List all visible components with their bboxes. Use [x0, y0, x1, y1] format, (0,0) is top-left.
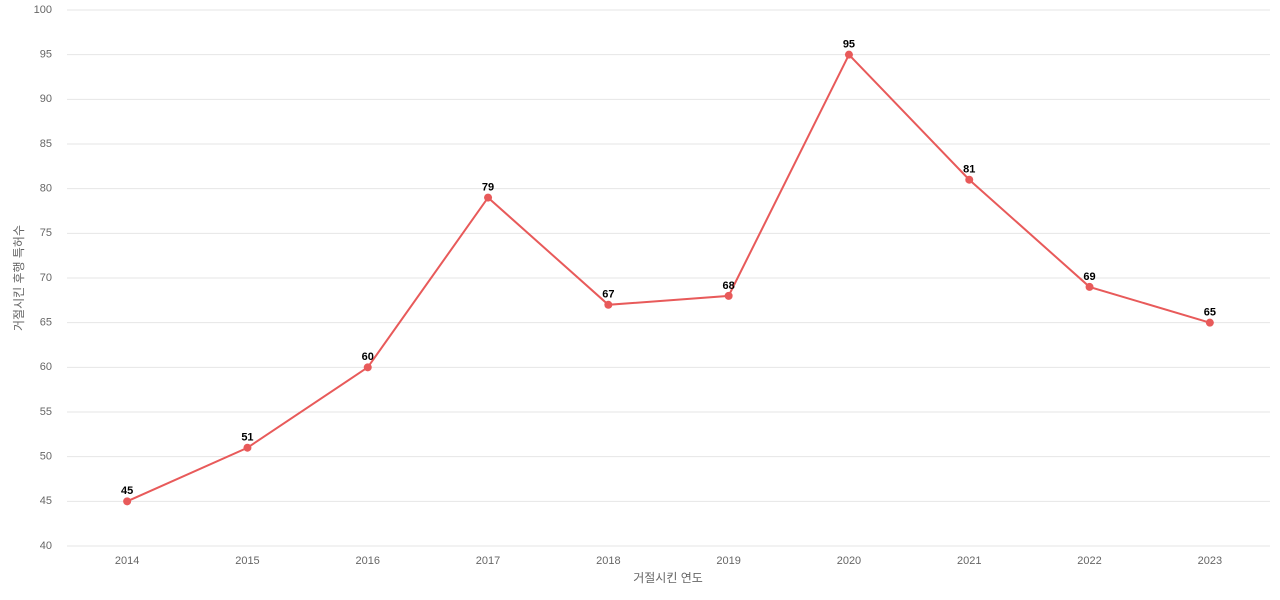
- x-tick-label: 2016: [356, 555, 380, 567]
- point: [844, 50, 853, 59]
- point: [1205, 318, 1214, 327]
- point: [965, 175, 974, 184]
- point: [243, 443, 252, 452]
- y-tick-label: 55: [40, 406, 52, 418]
- data-label: 65: [1204, 307, 1216, 319]
- point: [604, 300, 613, 309]
- data-label: 81: [963, 164, 975, 176]
- point: [1085, 282, 1094, 291]
- point: [724, 291, 733, 300]
- x-tick-label: 2022: [1077, 555, 1101, 567]
- y-tick-label: 50: [40, 451, 52, 463]
- x-tick-label: 2023: [1198, 555, 1222, 567]
- y-tick-label: 85: [40, 138, 52, 150]
- data-label: 67: [602, 289, 614, 301]
- data-label: 95: [843, 39, 855, 51]
- y-tick-label: 60: [40, 361, 52, 373]
- x-tick-label: 2020: [837, 555, 861, 567]
- x-tick-label: 2015: [235, 555, 259, 567]
- point: [363, 363, 372, 372]
- y-tick-label: 80: [40, 183, 52, 195]
- y-tick-label: 65: [40, 317, 52, 329]
- y-tick-label: 75: [40, 227, 52, 239]
- data-label: 45: [121, 485, 133, 497]
- y-tick-label: 90: [40, 93, 52, 105]
- y-tick-label: 40: [40, 540, 52, 552]
- point: [123, 497, 132, 506]
- line: [126, 52, 1211, 503]
- x-tick-label: 2014: [115, 555, 139, 567]
- point: [484, 193, 493, 202]
- data-label: 79: [482, 182, 494, 194]
- y-tick-label: 95: [40, 49, 52, 61]
- data-label: 51: [241, 432, 253, 444]
- y-tick-label: 70: [40, 272, 52, 284]
- data-label: 60: [362, 351, 374, 363]
- x-tick-label: 2018: [596, 555, 620, 567]
- y-tick-label: 100: [34, 4, 52, 16]
- data-label: 69: [1083, 271, 1095, 283]
- x-tick-label: 2019: [716, 555, 740, 567]
- y-axis-label: 거절시킨 후행 특허수: [11, 225, 26, 331]
- y-tick-label: 45: [40, 495, 52, 507]
- x-axis-label: 거절시킨 연도: [633, 571, 703, 585]
- x-tick-label: 2021: [957, 555, 981, 567]
- data-label: 68: [723, 280, 735, 292]
- x-tick-label: 2017: [476, 555, 500, 567]
